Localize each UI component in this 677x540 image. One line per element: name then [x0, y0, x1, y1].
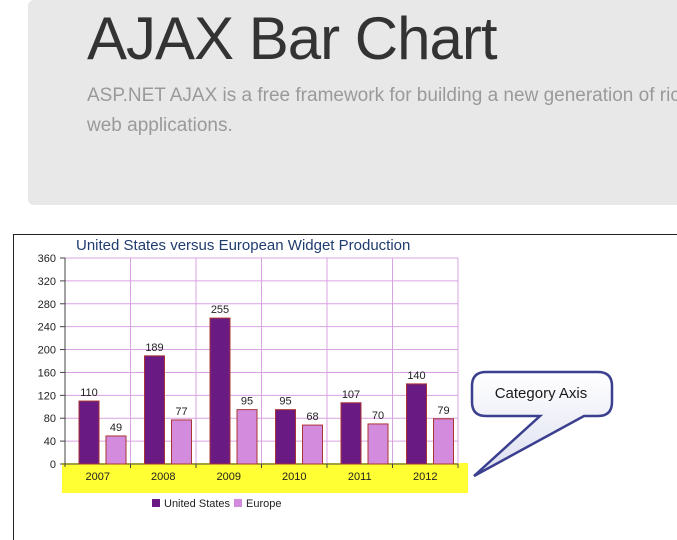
- bar-united-states: [406, 383, 427, 465]
- data-label: 255: [211, 304, 229, 316]
- y-tick-label: 320: [38, 276, 56, 288]
- x-tick-label: 2009: [217, 471, 241, 483]
- bar-united-states: [340, 402, 362, 465]
- callout-bubble: [470, 370, 614, 478]
- data-label: 79: [437, 405, 449, 417]
- callout-label: Category Axis: [495, 385, 588, 402]
- page-lead-line-2: web applications.: [87, 115, 233, 136]
- x-tick-label: 2007: [86, 471, 110, 483]
- x-tick-label: 2011: [348, 471, 372, 483]
- data-label: 49: [110, 422, 122, 434]
- data-label: 95: [279, 396, 291, 408]
- legend-label: Europe: [246, 498, 281, 510]
- y-tick-label: 0: [50, 459, 56, 471]
- bar-united-states: [144, 355, 165, 465]
- x-tick-label: 2012: [413, 471, 437, 483]
- y-tick-label: 240: [38, 322, 56, 334]
- chart-frame: [13, 234, 677, 540]
- data-label: 68: [306, 411, 318, 423]
- y-tick-label: 120: [38, 390, 56, 402]
- legend-swatch: [152, 499, 160, 507]
- data-label: 77: [175, 406, 187, 418]
- bar-europe: [433, 418, 454, 465]
- x-tick-label: 2010: [282, 471, 306, 483]
- data-label: 140: [407, 370, 425, 382]
- y-tick-label: 360: [38, 253, 56, 265]
- jumbotron: [28, 0, 677, 205]
- chart-title: United States versus European Widget Pro…: [76, 237, 410, 254]
- y-tick-label: 200: [38, 345, 56, 357]
- category-axis-callout: Category Axis: [470, 370, 614, 478]
- page-title: AJAX Bar Chart: [87, 5, 497, 72]
- legend-swatch: [234, 499, 242, 507]
- data-label: 70: [372, 410, 384, 422]
- y-tick-label: 280: [38, 299, 56, 311]
- bar-europe: [171, 419, 192, 465]
- y-tick-label: 160: [38, 367, 56, 379]
- bar-europe: [105, 435, 127, 465]
- legend-label: United States: [164, 498, 231, 510]
- x-tick-label: 2008: [151, 471, 175, 483]
- data-label: 107: [342, 389, 360, 401]
- data-label: 95: [241, 396, 253, 408]
- bar-europe: [367, 423, 389, 465]
- bar-europe: [302, 424, 323, 465]
- bar-united-states: [209, 317, 231, 465]
- category-axis-highlight: [62, 463, 468, 493]
- y-tick-label: 40: [44, 436, 56, 448]
- bar-united-states: [78, 400, 100, 465]
- bar-united-states: [275, 409, 296, 465]
- page-lead: ASP.NET AJAX is a free framework for bui…: [87, 81, 677, 141]
- bar-europe: [236, 409, 258, 465]
- data-label: 189: [145, 342, 163, 354]
- data-label: 110: [80, 387, 98, 399]
- y-tick-label: 80: [44, 413, 56, 425]
- page-lead-line-1: ASP.NET AJAX is a free framework for bui…: [87, 85, 677, 106]
